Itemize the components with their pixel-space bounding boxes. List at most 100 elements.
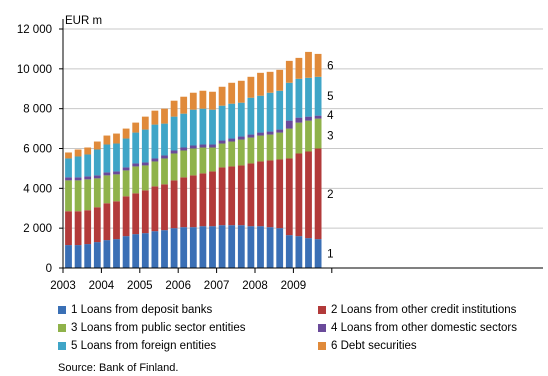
bar-segment-3 xyxy=(228,141,236,167)
bar-segment-2 xyxy=(151,186,159,232)
bar-segment-2 xyxy=(84,210,92,245)
bar-segment-2 xyxy=(199,173,207,227)
bar-segment-2 xyxy=(161,184,168,231)
bar-segment-2 xyxy=(305,151,312,239)
bar-segment-6 xyxy=(132,122,140,133)
legend-swatch-1 xyxy=(58,306,66,314)
legend-swatch-2 xyxy=(318,306,326,314)
bar-segment-5 xyxy=(247,97,255,135)
bar-segment-3 xyxy=(218,143,226,168)
bar-segment-1 xyxy=(209,226,216,268)
bar-segment-1 xyxy=(74,245,82,268)
bar-segment-6 xyxy=(93,141,101,150)
series-number-label-3: 3 xyxy=(327,131,333,143)
bar-segment-1 xyxy=(84,244,92,268)
bar-segment-4 xyxy=(314,115,322,119)
x-tick-label: 2004 xyxy=(89,280,115,292)
bar-segment-2 xyxy=(209,171,216,227)
bar-segment-6 xyxy=(189,92,197,110)
bar-segment-3 xyxy=(141,165,149,191)
bar-segment-3 xyxy=(285,128,293,159)
bar-segment-2 xyxy=(189,175,197,228)
bar-segment-5 xyxy=(199,108,207,145)
bar-segment-1 xyxy=(276,228,284,268)
bar-segment-5 xyxy=(314,76,322,116)
bar-segment-6 xyxy=(74,149,82,157)
bar-segment-6 xyxy=(295,57,303,79)
bar-segment-2 xyxy=(218,167,226,226)
y-tick-label: 6 000 xyxy=(23,144,52,156)
legend-swatch-6 xyxy=(318,342,326,350)
bar-segment-5 xyxy=(65,158,72,178)
bar-segment-5 xyxy=(237,102,245,137)
bar-segment-1 xyxy=(237,225,245,268)
bar-segment-2 xyxy=(314,148,322,240)
bar-segment-1 xyxy=(161,230,168,268)
bar-segment-1 xyxy=(199,226,207,268)
y-tick-label: 10 000 xyxy=(17,64,52,76)
bar-segment-4 xyxy=(305,116,312,121)
legend-label-2: 2 Loans from other credit institutions xyxy=(331,304,517,316)
bar-segment-6 xyxy=(65,152,72,159)
bar-segment-5 xyxy=(93,149,101,176)
bar-segment-1 xyxy=(180,227,188,268)
bar-segment-5 xyxy=(218,105,226,141)
bar-segment-3 xyxy=(84,179,92,211)
bar-segment-6 xyxy=(199,90,207,109)
bar-segment-5 xyxy=(122,138,130,168)
legend-swatch-3 xyxy=(58,324,66,332)
bar-segment-5 xyxy=(141,129,149,163)
bar-segment-1 xyxy=(151,231,159,268)
x-tick-label: 2006 xyxy=(165,280,191,292)
bar-segment-3 xyxy=(151,161,159,187)
bar-segment-1 xyxy=(305,238,312,269)
bar-segment-2 xyxy=(276,159,284,229)
series-number-label-1: 1 xyxy=(327,249,333,261)
bar-segment-4 xyxy=(266,131,274,135)
bar-segment-5 xyxy=(113,143,120,172)
bar-segment-5 xyxy=(266,92,274,132)
bar-segment-1 xyxy=(189,227,197,268)
bar-segment-1 xyxy=(170,228,178,268)
bar-segment-3 xyxy=(247,137,255,164)
bar-segment-6 xyxy=(237,80,245,103)
bar-segment-6 xyxy=(113,133,120,144)
bar-segment-3 xyxy=(257,135,264,162)
legend-label-5: 5 Loans from foreign entities xyxy=(71,340,217,352)
bar-segment-2 xyxy=(141,190,149,234)
bar-segment-5 xyxy=(161,123,168,156)
legend-item-4: 4 Loans from other domestic sectors xyxy=(318,322,517,334)
bar-segment-2 xyxy=(237,165,245,226)
bar-segment-1 xyxy=(266,227,274,268)
bar-segment-6 xyxy=(276,69,284,91)
bar-segment-4 xyxy=(65,177,72,181)
bar-segment-2 xyxy=(285,158,293,236)
series-number-label-2: 2 xyxy=(327,189,333,201)
bar-segment-4 xyxy=(84,176,92,180)
bar-segment-4 xyxy=(103,172,111,176)
bar-segment-6 xyxy=(285,60,293,83)
bar-segment-5 xyxy=(285,82,293,121)
bar-segment-5 xyxy=(132,132,140,164)
stacked-bar-chart: 0 2 000 4 000 6 000 8 000 10 000 12 000 2003 200… xyxy=(17,15,543,292)
bar-segment-3 xyxy=(93,178,101,208)
bar-segment-2 xyxy=(247,163,255,227)
bar-segment-4 xyxy=(189,145,197,149)
bar-segment-1 xyxy=(247,226,255,268)
bar-segment-6 xyxy=(266,71,274,93)
bar-segment-6 xyxy=(180,96,188,114)
bar-segment-5 xyxy=(257,95,264,133)
bar-segment-2 xyxy=(295,153,303,237)
bar-segment-4 xyxy=(113,171,120,175)
x-tick-label: 2008 xyxy=(242,280,268,292)
bar-segment-1 xyxy=(93,242,101,268)
bar-segment-1 xyxy=(228,225,236,268)
bar-segment-3 xyxy=(295,122,303,154)
bar-segment-2 xyxy=(180,177,188,228)
bar-segment-4 xyxy=(276,129,284,133)
bars xyxy=(65,51,322,269)
bar-segment-4 xyxy=(93,175,101,179)
bar-segment-3 xyxy=(209,147,216,172)
bar-segment-6 xyxy=(228,82,236,104)
bar-segment-4 xyxy=(151,158,159,162)
